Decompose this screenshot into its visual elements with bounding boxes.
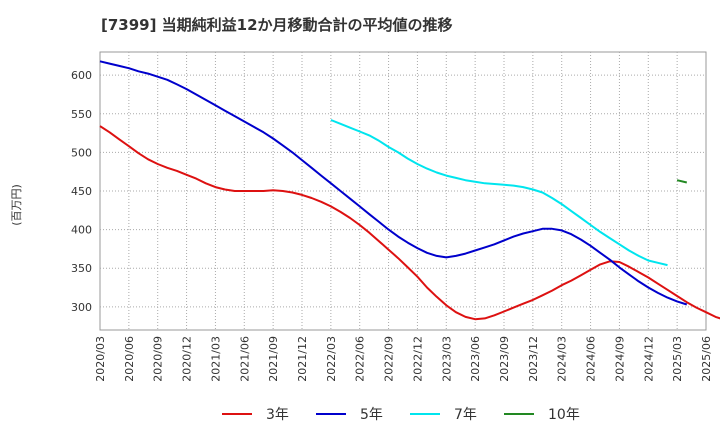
series-group — [99, 60, 720, 321]
y-tick-label: 600 — [71, 69, 92, 82]
x-tick-label: 2021/03 — [209, 336, 222, 382]
y-axis-label: (百万円) — [10, 184, 23, 226]
y-tick-label: 450 — [71, 185, 92, 198]
series-line-2 — [99, 60, 688, 306]
x-tick-label: 2023/06 — [469, 336, 482, 382]
legend: 3年 5年 7年 10年 — [222, 407, 580, 423]
series-line-4 — [676, 179, 688, 184]
x-tick-label: 2024/12 — [642, 336, 655, 382]
x-tick-label: 2020/06 — [123, 336, 136, 382]
series-line-1 — [99, 125, 720, 321]
chart-title: [7399] 当期純利益12か月移動合計の平均値の推移 — [101, 16, 453, 34]
y-tick-label: 500 — [71, 146, 92, 159]
x-tick-label: 2022/06 — [354, 336, 367, 382]
y-tick-label: 300 — [71, 301, 92, 314]
x-tick-label: 2022/03 — [325, 336, 338, 382]
x-tick-label: 2023/09 — [498, 336, 511, 382]
legend-label-2: 5年 — [360, 407, 383, 423]
x-tick-label: 2020/09 — [152, 336, 165, 382]
x-tick-label: 2021/06 — [238, 336, 251, 382]
x-tick-label: 2023/12 — [527, 336, 540, 382]
x-tick-label: 2025/03 — [671, 336, 684, 382]
x-tick-label: 2021/12 — [296, 336, 309, 382]
x-tick-label: 2020/03 — [94, 336, 107, 382]
x-tick-label: 2020/12 — [181, 336, 194, 382]
x-tick-label: 2021/09 — [267, 336, 280, 382]
y-tick-label: 400 — [71, 224, 92, 237]
x-tick-label: 2024/06 — [585, 336, 598, 382]
legend-label-4: 10年 — [548, 407, 580, 423]
x-tick-label: 2022/09 — [383, 336, 396, 382]
x-tick-label: 2024/09 — [613, 336, 626, 382]
x-tick-label: 2023/03 — [440, 336, 453, 382]
y-tick-label: 350 — [71, 262, 92, 275]
legend-label-1: 3年 — [266, 407, 289, 423]
x-tick-label: 2022/12 — [411, 336, 424, 382]
legend-label-3: 7年 — [454, 407, 477, 423]
y-axis: 300 350 400 450 500 550 600 — [71, 69, 92, 314]
x-tick-label: 2024/03 — [556, 336, 569, 382]
x-tick-label: 2025/06 — [700, 336, 713, 382]
series-line-3 — [330, 119, 668, 267]
x-axis: 2020/03 2020/06 2020/09 2020/12 2021/03 2021/… — [94, 336, 713, 382]
y-tick-label: 550 — [71, 108, 92, 121]
